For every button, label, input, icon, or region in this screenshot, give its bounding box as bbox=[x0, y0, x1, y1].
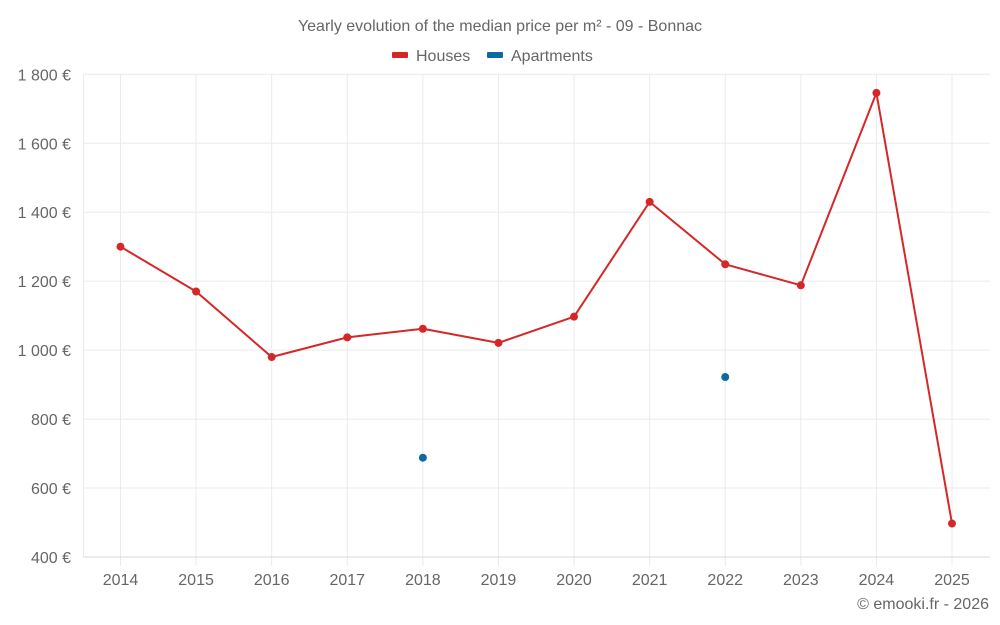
data-point-marker[interactable] bbox=[116, 242, 125, 251]
legend-item-houses[interactable]: Houses bbox=[392, 48, 470, 65]
data-point-marker[interactable] bbox=[192, 287, 201, 296]
data-point-marker[interactable] bbox=[872, 88, 881, 97]
x-tick-label: 2017 bbox=[329, 572, 365, 589]
data-point-marker[interactable] bbox=[721, 373, 730, 382]
legend-label-apartments: Apartments bbox=[511, 48, 593, 65]
data-point-marker[interactable] bbox=[494, 338, 503, 347]
y-tick-label: 600 € bbox=[31, 481, 71, 498]
x-tick-label: 2020 bbox=[556, 572, 592, 589]
y-tick-label: 1 000 € bbox=[18, 343, 71, 360]
data-point-marker[interactable] bbox=[418, 324, 427, 333]
x-tick-label: 2025 bbox=[934, 572, 970, 589]
data-point-marker[interactable] bbox=[418, 453, 427, 462]
y-tick-label: 1 600 € bbox=[18, 136, 71, 153]
y-tick-label: 800 € bbox=[31, 412, 71, 429]
x-tick-label: 2018 bbox=[405, 572, 441, 589]
y-tick-label: 400 € bbox=[31, 550, 71, 567]
legend-swatch-apartments-icon bbox=[487, 52, 503, 58]
data-point-marker[interactable] bbox=[948, 519, 956, 528]
y-axis: 400 € 600 € 800 € 1 000 € 1 200 € 1 400 € 1 60… bbox=[18, 67, 71, 567]
x-tick-label: 2024 bbox=[859, 572, 895, 589]
y-tick-label: 1 200 € bbox=[18, 274, 71, 291]
series-apartments bbox=[418, 373, 730, 462]
x-tick-label: 2016 bbox=[254, 572, 290, 589]
x-axis: 2014 2015 2016 2017 2018 2019 2020 2021 2022 2023… bbox=[83, 556, 990, 589]
chart-title: Yearly evolution of the median price per… bbox=[298, 18, 702, 35]
data-point-marker[interactable] bbox=[721, 260, 730, 269]
data-point-marker[interactable] bbox=[267, 353, 276, 362]
grid bbox=[83, 73, 990, 557]
data-point-marker[interactable] bbox=[570, 312, 579, 321]
y-tick-label: 1 800 € bbox=[18, 67, 71, 84]
legend-swatch-houses-icon bbox=[392, 52, 408, 58]
y-tick-label: 1 400 € bbox=[18, 205, 71, 222]
data-point-marker[interactable] bbox=[796, 281, 805, 290]
x-tick-label: 2023 bbox=[783, 572, 819, 589]
legend-label-houses: Houses bbox=[416, 48, 470, 65]
x-tick-label: 2015 bbox=[178, 572, 214, 589]
data-point-marker[interactable] bbox=[343, 333, 352, 342]
legend-item-apartments[interactable]: Apartments bbox=[487, 48, 593, 65]
x-tick-label: 2021 bbox=[632, 572, 668, 589]
series-houses bbox=[116, 88, 956, 528]
credit-text: © emooki.fr - 2026 bbox=[857, 596, 989, 613]
data-point-marker[interactable] bbox=[645, 197, 654, 206]
x-tick-label: 2014 bbox=[103, 572, 139, 589]
x-tick-label: 2022 bbox=[707, 572, 743, 589]
series-line bbox=[119, 91, 953, 524]
series bbox=[116, 88, 956, 528]
x-tick-label: 2019 bbox=[481, 572, 517, 589]
legend: Houses Apartments bbox=[392, 48, 593, 65]
